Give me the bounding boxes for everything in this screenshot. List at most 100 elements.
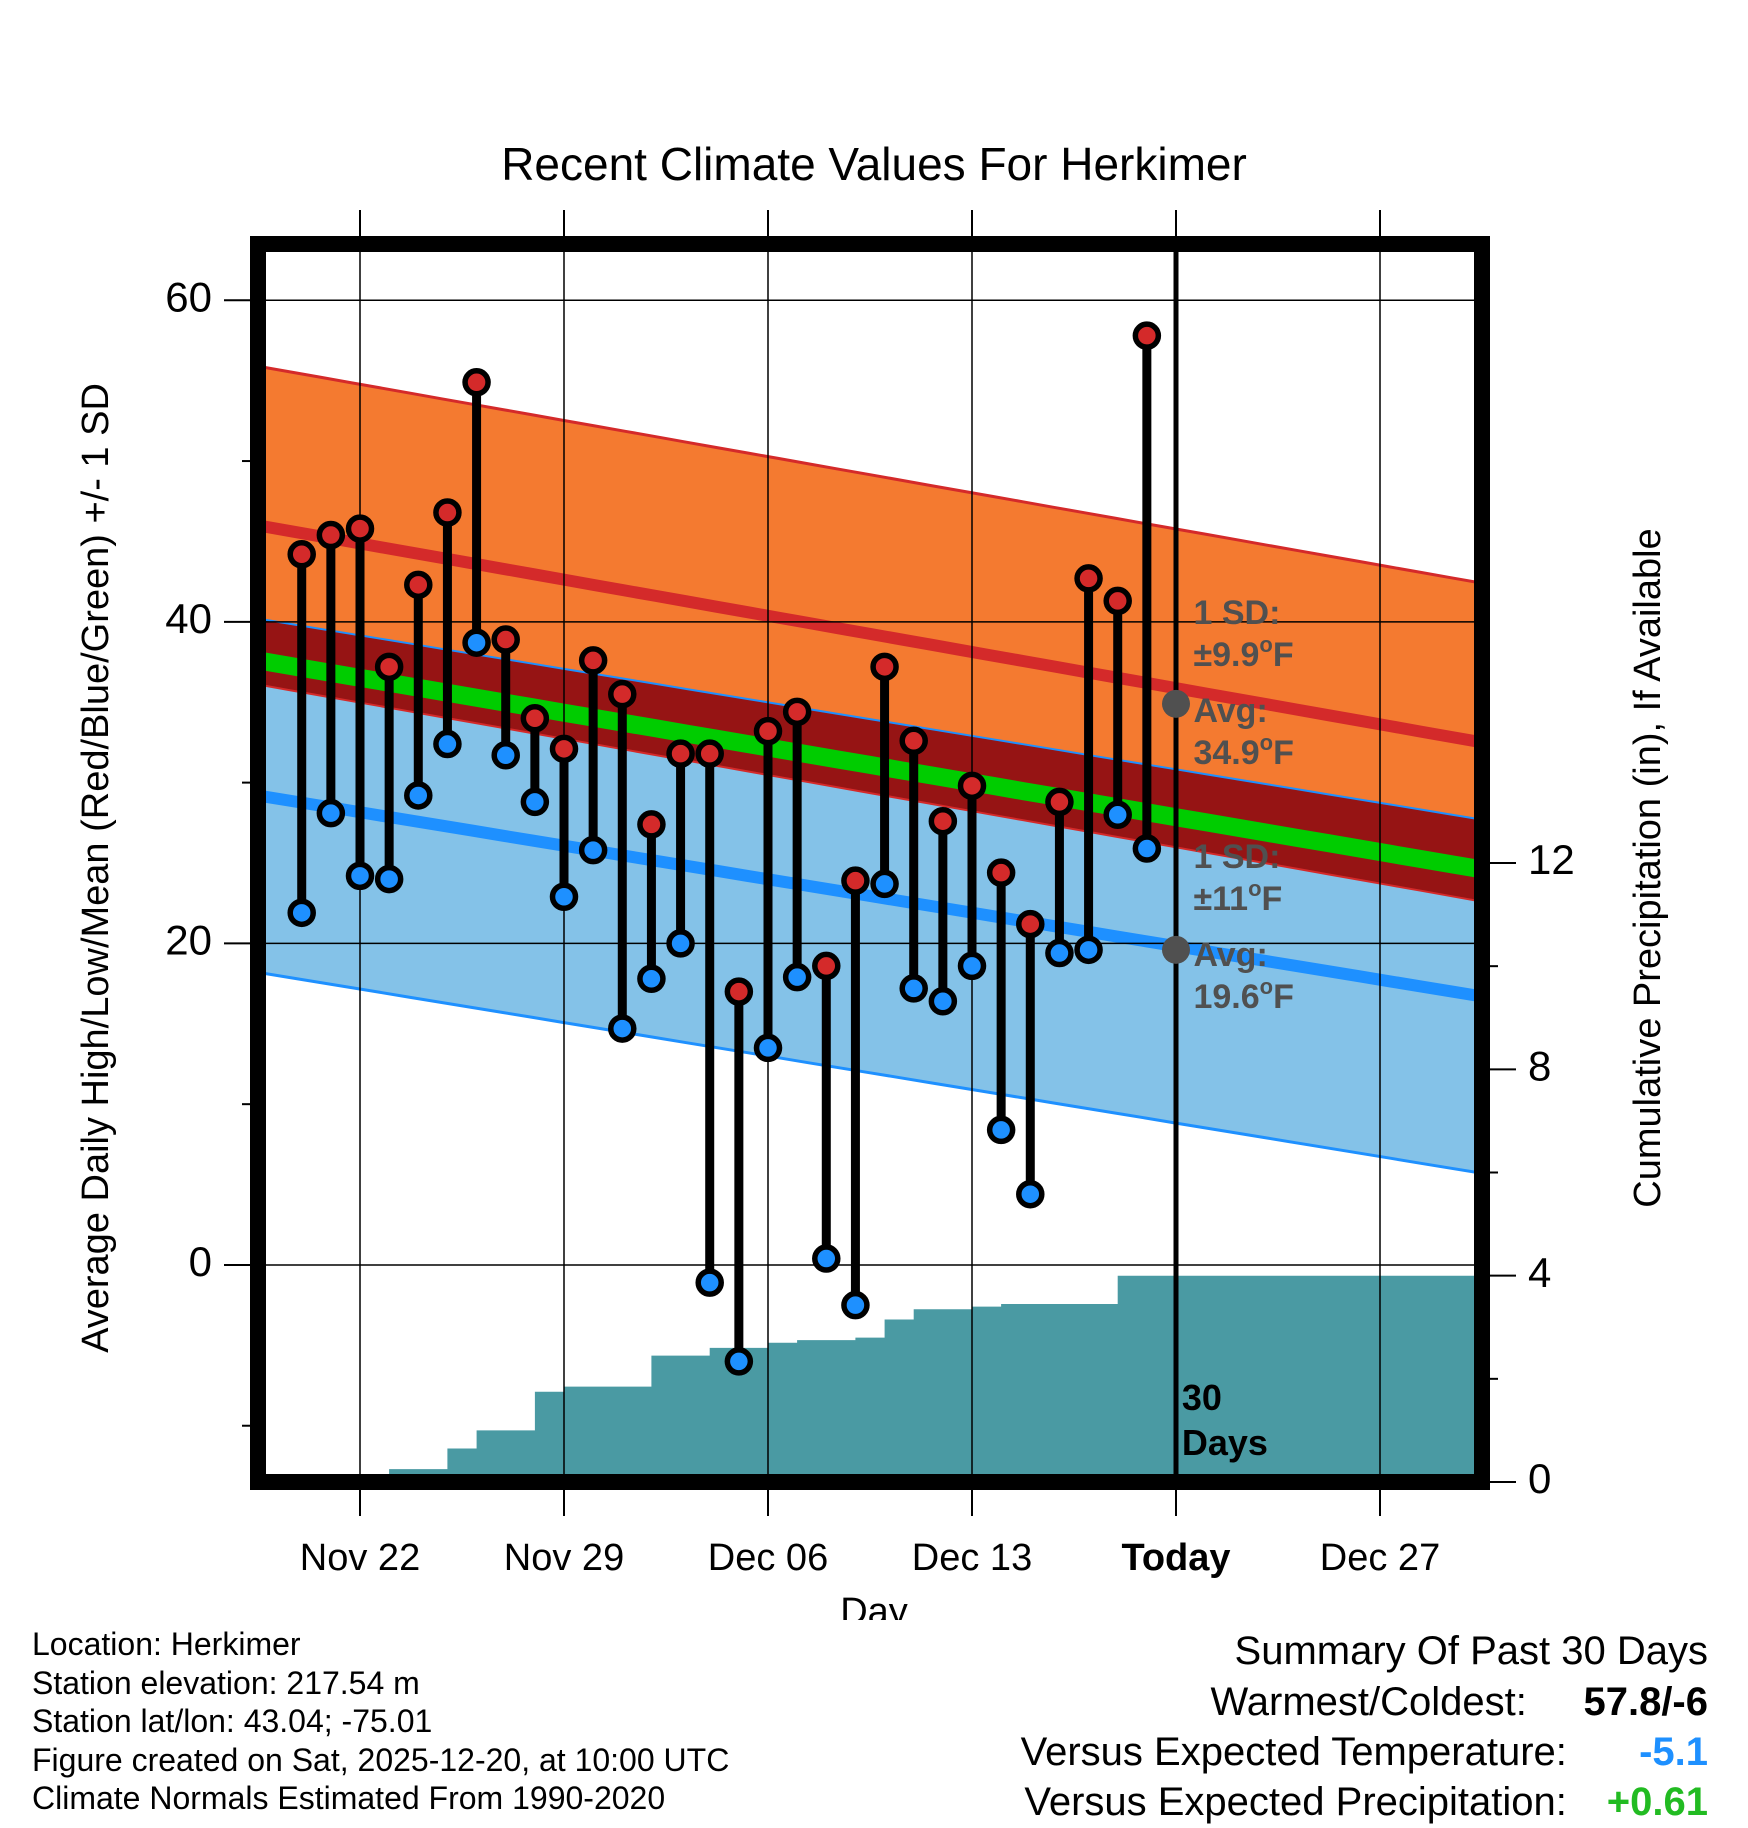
warmest-coldest-label: Warmest/Coldest: (1210, 1680, 1527, 1724)
high-point (870, 652, 899, 682)
high-point (695, 739, 724, 768)
plot-content (258, 244, 1482, 1482)
summary-panel: Summary Of Past 30 Days Warmest/Coldest:… (1021, 1625, 1708, 1827)
high-point (957, 771, 987, 801)
warmest-coldest-row: Warmest/Coldest: 57.8/-6 (1021, 1677, 1709, 1727)
high-point (520, 704, 550, 733)
x-tick-label: Dec 06 (708, 1537, 828, 1579)
low-avg-value: 19.6oF (1193, 974, 1293, 1016)
low-point (374, 864, 404, 894)
low-average-marker (1162, 935, 1190, 964)
high-sd-value: ±9.9oF (1193, 632, 1293, 674)
y2-tick-label: 4 (1528, 1249, 1551, 1296)
latlon-text: Station lat/lon: 43.04; -75.01 (32, 1703, 433, 1739)
normal-low-line (258, 789, 1482, 1003)
today-days-count: 30 (1182, 1377, 1222, 1418)
precipitation-area (360, 1275, 1482, 1482)
low-point (404, 781, 433, 810)
y-tick-label: 0 (189, 1238, 212, 1285)
high-point (345, 514, 375, 543)
high-point (404, 570, 433, 600)
x-tick-label: Nov 22 (300, 1537, 420, 1579)
low-point (928, 987, 958, 1016)
x-axis-label: Day (840, 1591, 908, 1620)
low-point (782, 962, 812, 992)
low-band-bottom-edge (258, 970, 1482, 1175)
high-point (637, 810, 666, 839)
x-tick-label: Today (1121, 1537, 1230, 1579)
y2-axis-label: Cumulative Precipitation (in), If Availa… (1627, 528, 1669, 1207)
low-point (491, 741, 520, 770)
y-tick-label: 20 (165, 916, 212, 963)
high-sd-label: 1 SD: (1193, 594, 1280, 632)
today-days-label: Days (1182, 1422, 1268, 1463)
high-point (462, 368, 491, 397)
high-point (753, 716, 783, 746)
chart-title: Recent Climate Values For Herkimer (501, 138, 1247, 190)
created-text: Figure created on Sat, 2025-12-20, at 10… (32, 1741, 730, 1778)
high-point (1103, 586, 1132, 616)
low-point (724, 1347, 754, 1376)
high-point (1045, 787, 1074, 817)
low-point (870, 869, 899, 899)
normals-text: Climate Normals Estimated From 1990-2020 (32, 1780, 666, 1816)
high-point (724, 977, 754, 1006)
temperature-departure-row: Versus Expected Temperature: -5.1 (1021, 1727, 1708, 1777)
high-point (841, 866, 870, 895)
location-text: Location: Herkimer (32, 1626, 301, 1662)
x-tick-label: Dec 27 (1320, 1537, 1440, 1579)
high-band-bottom-edge (258, 683, 1482, 903)
low-point (1016, 1179, 1045, 1209)
high-point (899, 726, 928, 756)
high-point (608, 679, 637, 709)
warmest-coldest-value: 57.8/-6 (1583, 1680, 1708, 1724)
low-sd-label: 1 SD: (1193, 838, 1280, 876)
low-point (316, 798, 346, 828)
low-point (695, 1268, 724, 1297)
low-sd-degree: o (1248, 876, 1261, 901)
low-avg-degree: o (1260, 974, 1273, 999)
y2-tick-label: 0 (1528, 1455, 1551, 1502)
low-point (986, 1115, 1016, 1145)
high-avg-degree: o (1260, 730, 1273, 755)
y-tick-label: 40 (165, 595, 212, 642)
high-point (491, 625, 520, 654)
low-point (578, 835, 608, 865)
high-point (928, 806, 958, 836)
low-point (666, 929, 695, 958)
low-point (520, 787, 550, 817)
low-point (753, 1033, 783, 1063)
high-avg-value: 34.9oF (1193, 730, 1293, 772)
high-point (782, 697, 812, 727)
low-point (957, 951, 987, 981)
precipitation-departure-row: Versus Expected Precipitation: +0.61 (1021, 1777, 1708, 1827)
high-point (287, 540, 316, 569)
x-tick-label: Dec 13 (912, 1537, 1032, 1579)
low-point (812, 1244, 841, 1273)
y2-tick-label: 12 (1528, 836, 1575, 883)
low-point (1103, 800, 1132, 830)
precipitation-departure-value: +0.61 (1606, 1780, 1708, 1824)
low-band-top-edge (258, 617, 1482, 821)
low-point (1074, 935, 1103, 965)
low-avg-unit: F (1273, 978, 1294, 1016)
low-point (608, 1014, 637, 1043)
low-sd-unit: F (1262, 880, 1283, 918)
low-sd-value: ±11oF (1193, 876, 1282, 918)
high-point (578, 646, 608, 675)
low-point (899, 974, 928, 1003)
high-sd-unit: F (1273, 636, 1294, 674)
elevation-text: Station elevation: 217.54 m (32, 1664, 420, 1701)
high-point (549, 734, 579, 764)
high-sd-degree: o (1259, 632, 1272, 657)
temperature-departure-value: -5.1 (1639, 1730, 1708, 1774)
high-avg-label: Avg: (1193, 692, 1267, 730)
high-point (1074, 564, 1103, 593)
normal-high-line (258, 519, 1482, 749)
high-band-top-edge (258, 364, 1482, 585)
low-point (433, 729, 462, 759)
y2-tick-label: 8 (1528, 1042, 1551, 1089)
high-point (316, 520, 346, 550)
y-axis-label: Average Daily High/Low/Mean (Red/Blue/Gr… (75, 383, 117, 1353)
